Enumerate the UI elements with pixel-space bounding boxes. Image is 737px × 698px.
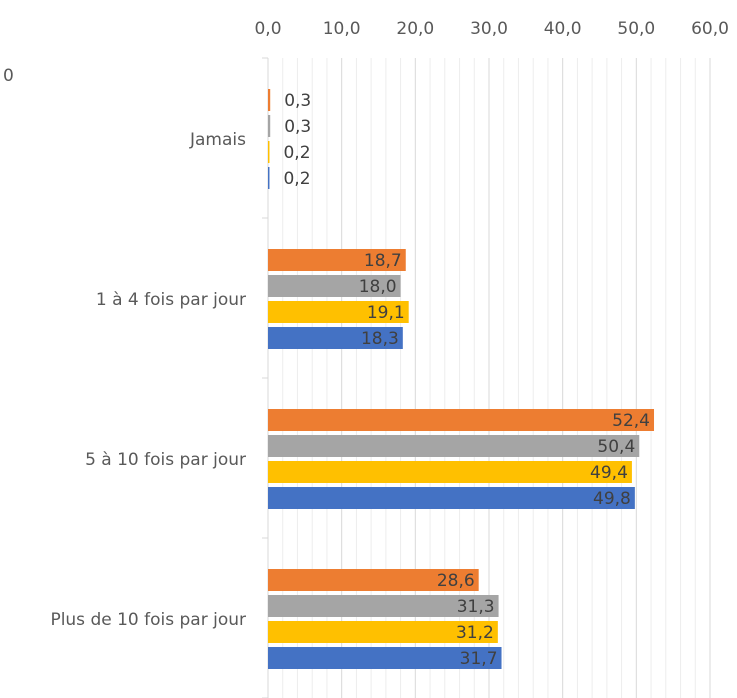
x-tick-label: 60,0 bbox=[691, 19, 729, 39]
x-tick-label: 30,0 bbox=[470, 19, 508, 39]
bar bbox=[268, 621, 498, 643]
major-gridlines bbox=[341, 58, 711, 698]
data-label: 49,4 bbox=[590, 463, 628, 483]
data-label: 0,3 bbox=[284, 91, 311, 111]
data-label: 31,7 bbox=[460, 649, 498, 669]
data-label: 18,0 bbox=[359, 277, 397, 297]
x-tick-label: 50,0 bbox=[617, 19, 655, 39]
value-axis-tick-labels: 0,0 10,0 20,0 30,0 40,0 50,0 60,0 bbox=[254, 19, 728, 39]
bar bbox=[268, 327, 403, 349]
bar bbox=[268, 595, 499, 617]
clipped-axis-label: 0 bbox=[3, 66, 14, 86]
bar bbox=[268, 409, 655, 431]
x-tick-label: 0,0 bbox=[254, 19, 281, 39]
category-label: Plus de 10 fois par jour bbox=[50, 610, 246, 630]
bar bbox=[268, 141, 270, 163]
bar bbox=[268, 569, 479, 591]
bar bbox=[268, 435, 640, 457]
bar bbox=[268, 249, 406, 271]
data-label: 0,2 bbox=[283, 169, 310, 189]
bars bbox=[268, 89, 655, 669]
bar bbox=[268, 167, 270, 189]
category-label: Jamais bbox=[189, 130, 246, 150]
bar bbox=[268, 89, 271, 111]
bar bbox=[268, 461, 632, 483]
data-label: 19,1 bbox=[367, 303, 405, 323]
x-tick-label: 20,0 bbox=[396, 19, 434, 39]
data-label: 31,2 bbox=[456, 623, 494, 643]
data-label: 18,7 bbox=[364, 251, 402, 271]
data-labels: 0,3 0,3 0,2 0,2 18,7 18,0 19,1 18,3 52,4 50,4 49,4… bbox=[283, 91, 650, 669]
data-label: 0,3 bbox=[284, 117, 311, 137]
category-label: 1 à 4 fois par jour bbox=[96, 290, 246, 310]
data-label: 52,4 bbox=[612, 411, 650, 431]
x-tick-label: 10,0 bbox=[323, 19, 361, 39]
bar bbox=[268, 115, 271, 137]
category-label: 5 à 10 fois par jour bbox=[85, 450, 246, 470]
category-labels: Jamais 1 à 4 fois par jour 5 à 10 fois par… bbox=[50, 130, 246, 630]
data-label: 50,4 bbox=[597, 437, 635, 457]
data-label: 18,3 bbox=[361, 329, 399, 349]
data-label: 0,2 bbox=[283, 143, 310, 163]
bar bbox=[268, 301, 409, 323]
data-label: 28,6 bbox=[437, 571, 475, 591]
data-label: 49,8 bbox=[593, 489, 631, 509]
minor-gridlines bbox=[282, 58, 696, 698]
bar bbox=[268, 275, 401, 297]
x-tick-label: 40,0 bbox=[544, 19, 582, 39]
category-axis bbox=[262, 57, 269, 698]
bar bbox=[268, 487, 635, 509]
data-label: 31,3 bbox=[457, 597, 495, 617]
bar bbox=[268, 647, 502, 669]
